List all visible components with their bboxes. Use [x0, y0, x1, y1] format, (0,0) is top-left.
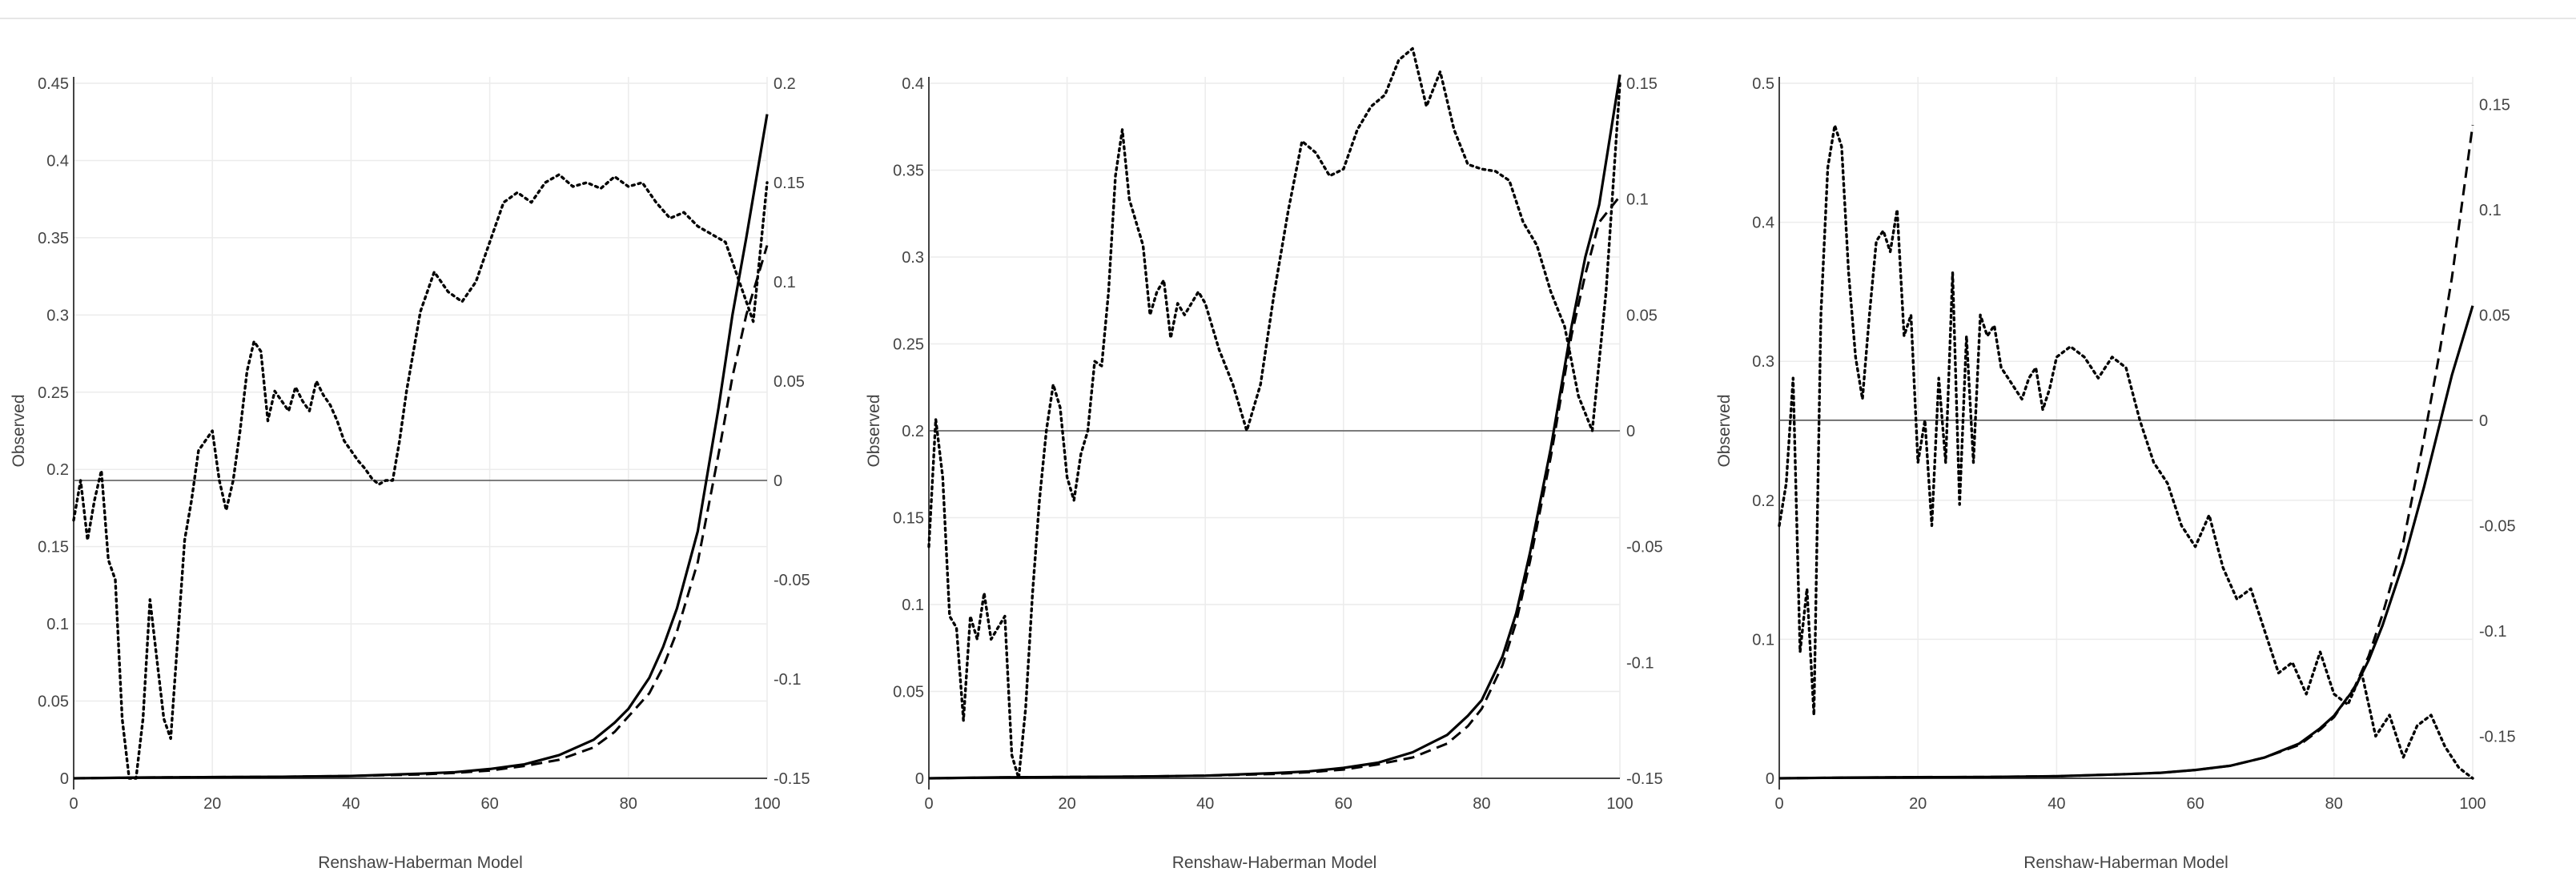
series-line-dotted [1778, 123, 2474, 780]
y-tick-label: 0.2 [902, 423, 924, 440]
x-tick-label: 60 [480, 795, 498, 813]
y2-tick-label: -0.05 [774, 572, 810, 589]
y2-tick-label: 0 [2479, 412, 2488, 430]
y-tick-label: 0.3 [46, 307, 69, 324]
series-line-dashed [928, 195, 1622, 780]
y2-tick-label: -0.15 [2479, 728, 2516, 745]
y2-tick-label: -0.1 [2479, 623, 2506, 641]
y-tick-label: 0.2 [46, 461, 69, 479]
x-tick-label: 20 [1909, 795, 1927, 813]
y-axis-title: Observed [10, 394, 28, 467]
x-tick-label: 40 [2048, 795, 2065, 813]
y2-tick-label: 0.1 [2479, 202, 2502, 219]
x-axis-title: Renshaw-Haberman Model [318, 854, 523, 872]
x-tick-label: 40 [1196, 795, 1214, 813]
chart-panel-3: 0 20 40 60 80 100 0 0.1 0.2 0.3 0.4 0.5 -0.15 -0.1 -0.… [1715, 75, 2516, 872]
top-divider [0, 18, 2576, 19]
chart-panel-2: 0 20 40 60 80 100 0 0.05 0.1 0.15 0.2 0.25 0.3 0.35 0.… [865, 46, 1663, 872]
y2-tick-label: 0.15 [1626, 75, 1658, 93]
series-line-solid [928, 74, 1622, 780]
y-tick-label: 0.35 [38, 230, 69, 247]
x-tick-label: 20 [203, 795, 221, 813]
y-tick-label: 0.4 [46, 152, 69, 170]
y-tick-label: 0.25 [38, 384, 69, 402]
y-tick-label: 0.45 [38, 75, 69, 93]
y2-tick-label: -0.1 [1626, 654, 1654, 672]
x-tick-label: 80 [2325, 795, 2343, 813]
series-line-dashed [1778, 124, 2474, 780]
y2-tick-label: 0.1 [1626, 191, 1649, 209]
y-tick-label: 0 [1766, 770, 1774, 788]
x-tick-label: 0 [1774, 795, 1783, 813]
y2-tick-label: -0.05 [1626, 539, 1663, 557]
x-tick-label: 80 [1473, 795, 1490, 813]
y2-tick-label: -0.15 [1626, 770, 1663, 788]
y2-tick-label: 0 [774, 472, 782, 490]
x-tick-label: 0 [924, 795, 933, 813]
y2-tick-label: -0.15 [774, 770, 810, 788]
y2-tick-label: 0.05 [2479, 307, 2510, 324]
y-tick-label: 0.1 [902, 597, 924, 614]
y-axis-title: Observed [865, 394, 883, 467]
y2-tick-label: 0.2 [774, 75, 796, 93]
x-tick-label: 0 [69, 795, 78, 813]
x-tick-label: 20 [1058, 795, 1075, 813]
y-tick-label: 0.05 [893, 684, 924, 701]
x-tick-label: 80 [620, 795, 637, 813]
y-tick-label: 0.1 [46, 616, 69, 633]
y-tick-label: 0.35 [893, 163, 924, 180]
x-tick-label: 60 [2186, 795, 2204, 813]
x-tick-label: 40 [342, 795, 360, 813]
chart-panel-1: 0 20 40 60 80 100 0 0.05 0.1 0.15 0.2 0.25 0.3 0.35 0.… [10, 75, 810, 872]
y-tick-label: 0.3 [1752, 353, 1774, 371]
y-tick-label: 0.2 [1752, 492, 1774, 510]
y-tick-label: 0.05 [38, 693, 69, 711]
series-line-solid [73, 114, 769, 780]
x-axis-title: Renshaw-Haberman Model [1172, 854, 1377, 872]
x-tick-label: 100 [1606, 795, 1633, 813]
x-tick-label: 100 [754, 795, 780, 813]
series-line-dotted [927, 46, 1622, 780]
y2-tick-label: -0.05 [2479, 517, 2516, 535]
y2-tick-label: 0.05 [1626, 307, 1658, 324]
y-tick-label: 0 [915, 770, 924, 788]
y2-tick-label: 0 [1626, 423, 1635, 440]
y-tick-label: 0.5 [1752, 75, 1774, 93]
y2-tick-label: 0.15 [2479, 96, 2510, 114]
y-tick-label: 0.4 [902, 75, 924, 93]
series-line-dashed [73, 245, 769, 780]
y2-tick-label: 0.15 [774, 175, 805, 192]
x-axis-title: Renshaw-Haberman Model [2023, 854, 2228, 872]
y2-tick-label: 0.05 [774, 373, 805, 391]
y2-tick-label: -0.1 [774, 671, 801, 689]
series-line-dotted [72, 173, 769, 780]
y2-tick-label: 0.1 [774, 274, 796, 291]
y-tick-label: 0 [60, 770, 69, 788]
y-tick-label: 0.1 [1752, 631, 1774, 649]
y-axis-title: Observed [1715, 394, 1734, 467]
x-tick-label: 60 [1335, 795, 1352, 813]
y-tick-label: 0.4 [1752, 215, 1774, 232]
y-tick-label: 0.15 [893, 510, 924, 528]
y-tick-label: 0.15 [38, 539, 69, 557]
y-tick-label: 0.3 [902, 249, 924, 267]
x-tick-label: 100 [2459, 795, 2486, 813]
y-tick-label: 0.25 [893, 336, 924, 354]
